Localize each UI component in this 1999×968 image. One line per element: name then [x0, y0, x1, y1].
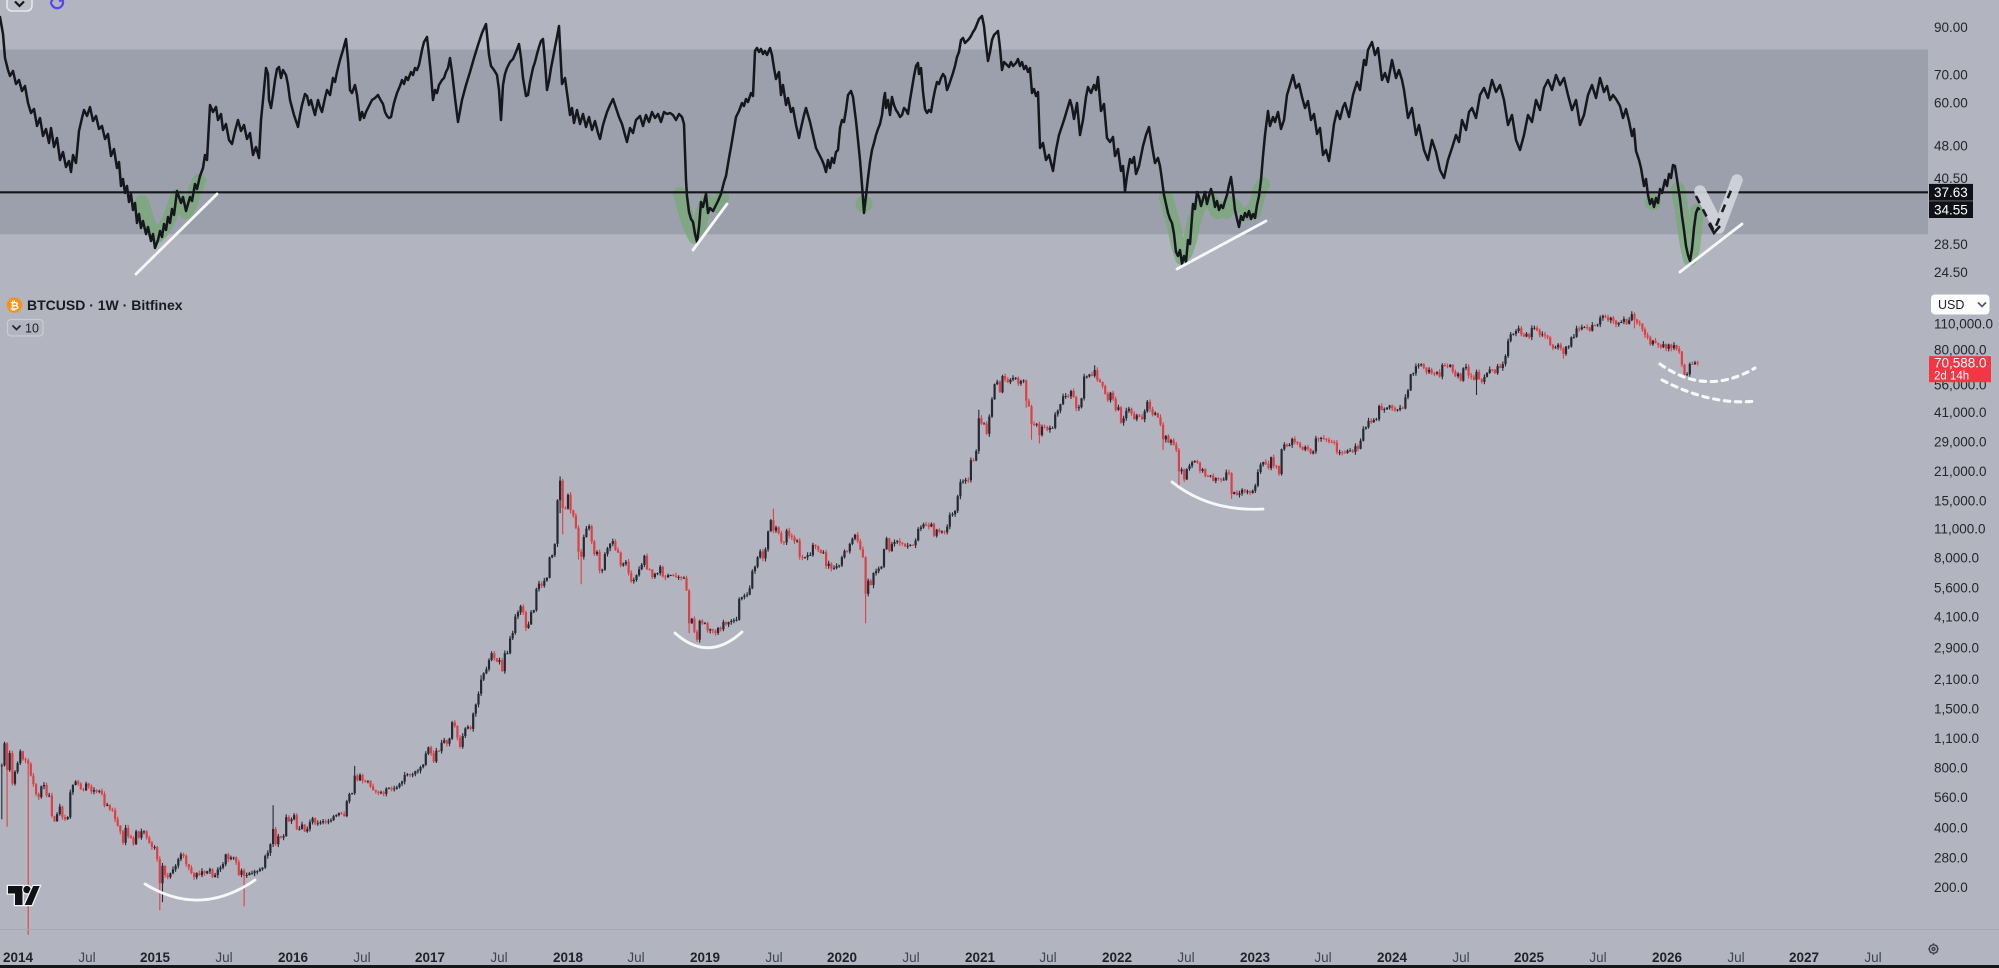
svg-text:41,000.0: 41,000.0 — [1934, 405, 1987, 420]
svg-text:Jul: Jul — [627, 950, 644, 965]
svg-text:10: 10 — [25, 322, 39, 336]
svg-text:400.0: 400.0 — [1934, 821, 1968, 836]
svg-text:2017: 2017 — [415, 950, 445, 965]
svg-text:800.0: 800.0 — [1934, 761, 1968, 776]
svg-text:Jul: Jul — [78, 950, 95, 965]
svg-text:2014: 2014 — [3, 950, 34, 965]
svg-text:1,500.0: 1,500.0 — [1934, 702, 1979, 717]
svg-text:37.63: 37.63 — [1934, 185, 1968, 200]
svg-text:24.50: 24.50 — [1934, 265, 1968, 280]
svg-text:Jul: Jul — [1452, 950, 1469, 965]
svg-text:70.00: 70.00 — [1934, 67, 1968, 82]
svg-text:Jul: Jul — [1589, 950, 1606, 965]
svg-text:2,900.0: 2,900.0 — [1934, 641, 1979, 656]
svg-text:2015: 2015 — [140, 950, 171, 965]
svg-text:29,000.0: 29,000.0 — [1934, 434, 1987, 449]
svg-text:110,000.0: 110,000.0 — [1934, 316, 1993, 331]
svg-text:28.50: 28.50 — [1934, 237, 1968, 252]
svg-text:2d 14h: 2d 14h — [1934, 370, 1969, 382]
svg-text:2022: 2022 — [1102, 950, 1132, 965]
svg-text:2018: 2018 — [553, 950, 584, 965]
svg-text:Jul: Jul — [1727, 950, 1744, 965]
svg-text:70,588.0: 70,588.0 — [1934, 356, 1987, 371]
svg-text:2016: 2016 — [278, 950, 309, 965]
svg-text:5,600.0: 5,600.0 — [1934, 580, 1979, 595]
svg-text:8,000.0: 8,000.0 — [1934, 550, 1979, 565]
svg-text:2,100.0: 2,100.0 — [1934, 672, 1979, 687]
svg-text:2020: 2020 — [827, 950, 857, 965]
svg-text:Jul: Jul — [1177, 950, 1194, 965]
svg-text:280.0: 280.0 — [1934, 851, 1968, 866]
svg-text:60.00: 60.00 — [1934, 96, 1968, 111]
svg-text:2019: 2019 — [690, 950, 720, 965]
svg-text:48.00: 48.00 — [1934, 139, 1968, 154]
svg-text:Jul: Jul — [1039, 950, 1056, 965]
svg-text:80,000.0: 80,000.0 — [1934, 342, 1987, 357]
svg-text:₿: ₿ — [10, 301, 19, 313]
svg-text:Jul: Jul — [1864, 950, 1881, 965]
svg-text:Jul: Jul — [902, 950, 919, 965]
svg-text:Jul: Jul — [765, 950, 782, 965]
svg-text:90.00: 90.00 — [1934, 20, 1968, 35]
svg-text:2021: 2021 — [965, 950, 996, 965]
svg-text:4,100.0: 4,100.0 — [1934, 609, 1979, 624]
svg-text:560.0: 560.0 — [1934, 790, 1968, 805]
svg-text:2024: 2024 — [1377, 950, 1408, 965]
svg-text:40.50: 40.50 — [1934, 171, 1968, 186]
svg-text:21,000.0: 21,000.0 — [1934, 464, 1987, 479]
svg-text:Jul: Jul — [1314, 950, 1331, 965]
svg-text:1,100.0: 1,100.0 — [1934, 731, 1979, 746]
svg-text:2026: 2026 — [1652, 950, 1683, 965]
svg-text:34.55: 34.55 — [1934, 202, 1968, 217]
svg-text:BTCUSD · 1W · Bitfinex: BTCUSD · 1W · Bitfinex — [27, 297, 183, 313]
svg-text:2025: 2025 — [1514, 950, 1545, 965]
svg-text:USD: USD — [1938, 298, 1964, 312]
svg-text:2027: 2027 — [1789, 950, 1819, 965]
svg-text:15,000.0: 15,000.0 — [1934, 494, 1987, 509]
svg-text:2023: 2023 — [1240, 950, 1271, 965]
svg-text:Jul: Jul — [215, 950, 232, 965]
svg-text:Jul: Jul — [353, 950, 370, 965]
svg-text:200.0: 200.0 — [1934, 880, 1968, 895]
svg-text:Jul: Jul — [490, 950, 507, 965]
svg-text:11,000.0: 11,000.0 — [1934, 521, 1986, 536]
